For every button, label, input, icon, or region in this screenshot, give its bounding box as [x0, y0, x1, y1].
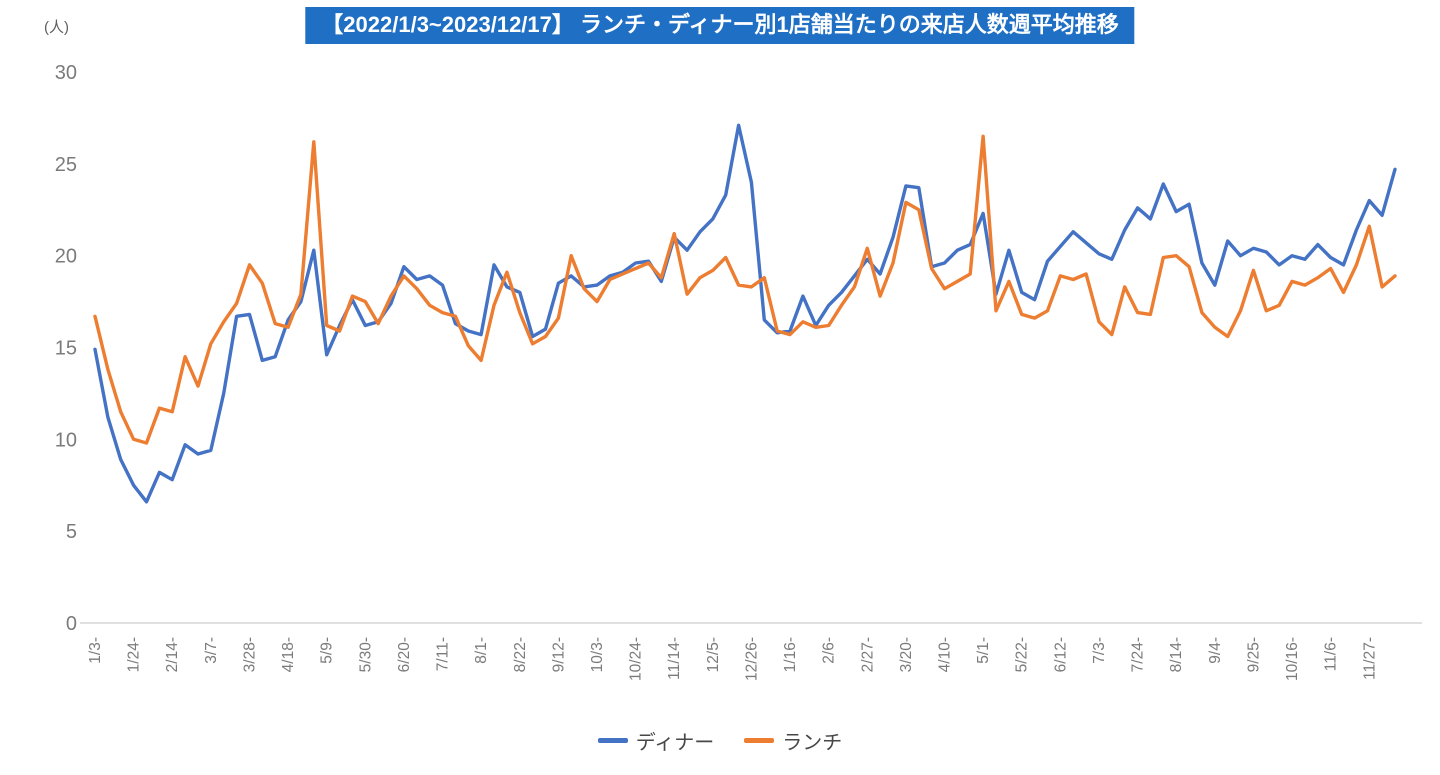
x-tick-label: 12/26- — [743, 637, 760, 681]
x-tick-label: 5/30- — [357, 637, 374, 672]
x-tick-label: 2/6- — [821, 637, 838, 664]
x-tick-label: 10/24- — [628, 637, 645, 681]
x-tick-label: 4/18- — [280, 637, 297, 672]
x-tick-label: 8/22- — [512, 637, 529, 672]
x-tick-label: 9/25- — [1245, 637, 1262, 672]
series-line-0 — [93, 123, 1397, 504]
x-tick-label: 7/3- — [1091, 637, 1108, 664]
legend-item-dinner: ディナー — [597, 726, 715, 755]
x-tick-label: 3/28- — [242, 637, 259, 672]
x-tick-label: 3/7- — [203, 637, 220, 664]
y-tick-label: 20 — [55, 246, 77, 268]
x-tick-label: 7/11- — [435, 637, 452, 671]
x-tick-label: 10/3- — [589, 637, 606, 672]
x-tick-label: 11/27- — [1361, 637, 1378, 680]
legend-swatch-dinner-icon — [597, 738, 628, 743]
legend-item-lunch: ランチ — [744, 726, 842, 755]
x-tick-label: 2/14- — [164, 637, 181, 672]
x-tick-label: 5/1- — [975, 637, 992, 664]
x-tick-label: 1/3- — [87, 637, 104, 664]
x-tick-label: 6/12- — [1052, 637, 1069, 672]
x-tick-label: 3/20- — [898, 637, 915, 672]
legend-label-lunch: ランチ — [782, 732, 843, 754]
y-tick-label: 15 — [55, 338, 77, 360]
x-tick-label: 11/6- — [1323, 637, 1340, 671]
x-tick-label: 5/9- — [319, 637, 336, 664]
x-tick-label: 5/22- — [1014, 637, 1031, 672]
x-tick-label: 12/5- — [705, 637, 722, 672]
x-tick-label: 2/27- — [859, 637, 876, 672]
x-tick-label: 6/20- — [396, 637, 413, 672]
x-tick-label: 1/24- — [126, 637, 143, 672]
x-tick-label: 9/12- — [550, 637, 567, 672]
y-tick-label: 0 — [66, 613, 77, 635]
x-tick-label: 4/10- — [937, 637, 954, 672]
y-tick-label: 25 — [55, 154, 77, 176]
series-line-1 — [93, 134, 1397, 445]
x-tick-label: 11/14- — [666, 637, 683, 680]
x-tick-label: 10/16- — [1284, 637, 1301, 681]
x-tick-label: 8/1- — [473, 637, 490, 664]
y-axis-unit-label: (人) — [44, 19, 69, 36]
chart-title: 【2022/1/3~2023/12/17】 ランチ・ディナー別1店舗当たりの来店… — [305, 7, 1135, 44]
x-tick-label: 9/4- — [1207, 637, 1224, 664]
y-tick-label: 5 — [66, 521, 77, 543]
chart-legend: ディナー ランチ — [0, 726, 1440, 755]
y-tick-label: 10 — [55, 429, 77, 451]
x-tick-label: 8/14- — [1168, 637, 1185, 672]
legend-swatch-lunch-icon — [744, 738, 775, 743]
y-tick-label: 30 — [55, 62, 77, 84]
legend-label-dinner: ディナー — [635, 732, 715, 754]
x-tick-label: 7/24- — [1130, 637, 1147, 672]
x-tick-label: 1/16- — [782, 637, 799, 672]
